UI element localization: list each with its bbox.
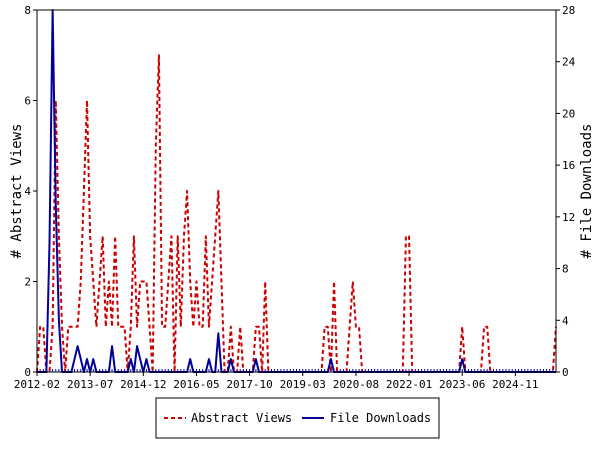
y-right-tick-label: 28	[562, 4, 575, 17]
y-right-tick-label: 12	[562, 211, 575, 224]
y-right-tick-label: 4	[562, 314, 569, 327]
x-tick-label: 2016-05	[173, 378, 219, 391]
y-left-tick-label: 4	[24, 185, 31, 198]
y-left-axis-ticks: 0 2 4 6 8	[24, 4, 37, 379]
series-line-abstract-views	[36, 54, 557, 373]
legend-label-abstract-views: Abstract Views	[191, 411, 292, 425]
x-tick-label: 2012-02	[14, 378, 60, 391]
y-right-tick-label: 24	[562, 56, 576, 69]
y-right-axis-ticks: 0 4 8 12 16 20 24 28	[556, 4, 576, 379]
y-right-tick-label: 20	[562, 107, 575, 120]
x-axis-tick-labels: 2012-02 2013-07 2014-12 2016-05 2017-10 2019-…	[14, 372, 539, 391]
y-left-tick-label: 6	[24, 95, 31, 108]
y-right-tick-label: 8	[562, 263, 569, 276]
y-right-tick-label: 16	[562, 159, 575, 172]
x-tick-label: 2017-10	[226, 378, 272, 391]
y-left-axis-label: # Abstract Views	[9, 124, 25, 259]
plot-frame	[36, 9, 557, 373]
y-right-tick-label: 0	[562, 366, 569, 379]
x-tick-label: 2023-06	[439, 378, 485, 391]
legend-label-file-downloads: File Downloads	[330, 411, 431, 425]
y-left-tick-label: 8	[24, 4, 31, 17]
legend: Abstract Views File Downloads	[155, 397, 440, 439]
x-tick-label: 2014-12	[120, 378, 166, 391]
x-tick-label: 2022-01	[386, 378, 432, 391]
legend-box	[155, 397, 440, 439]
x-tick-label: 2024-11	[492, 378, 538, 391]
y-right-axis-label: # File Downloads	[579, 124, 595, 259]
y-left-tick-label: 2	[24, 276, 31, 289]
x-tick-label: 2019-03	[280, 378, 326, 391]
x-tick-label: 2013-07	[67, 378, 113, 391]
y-left-tick-label: 0	[24, 366, 31, 379]
x-tick-label: 2020-08	[333, 378, 379, 391]
